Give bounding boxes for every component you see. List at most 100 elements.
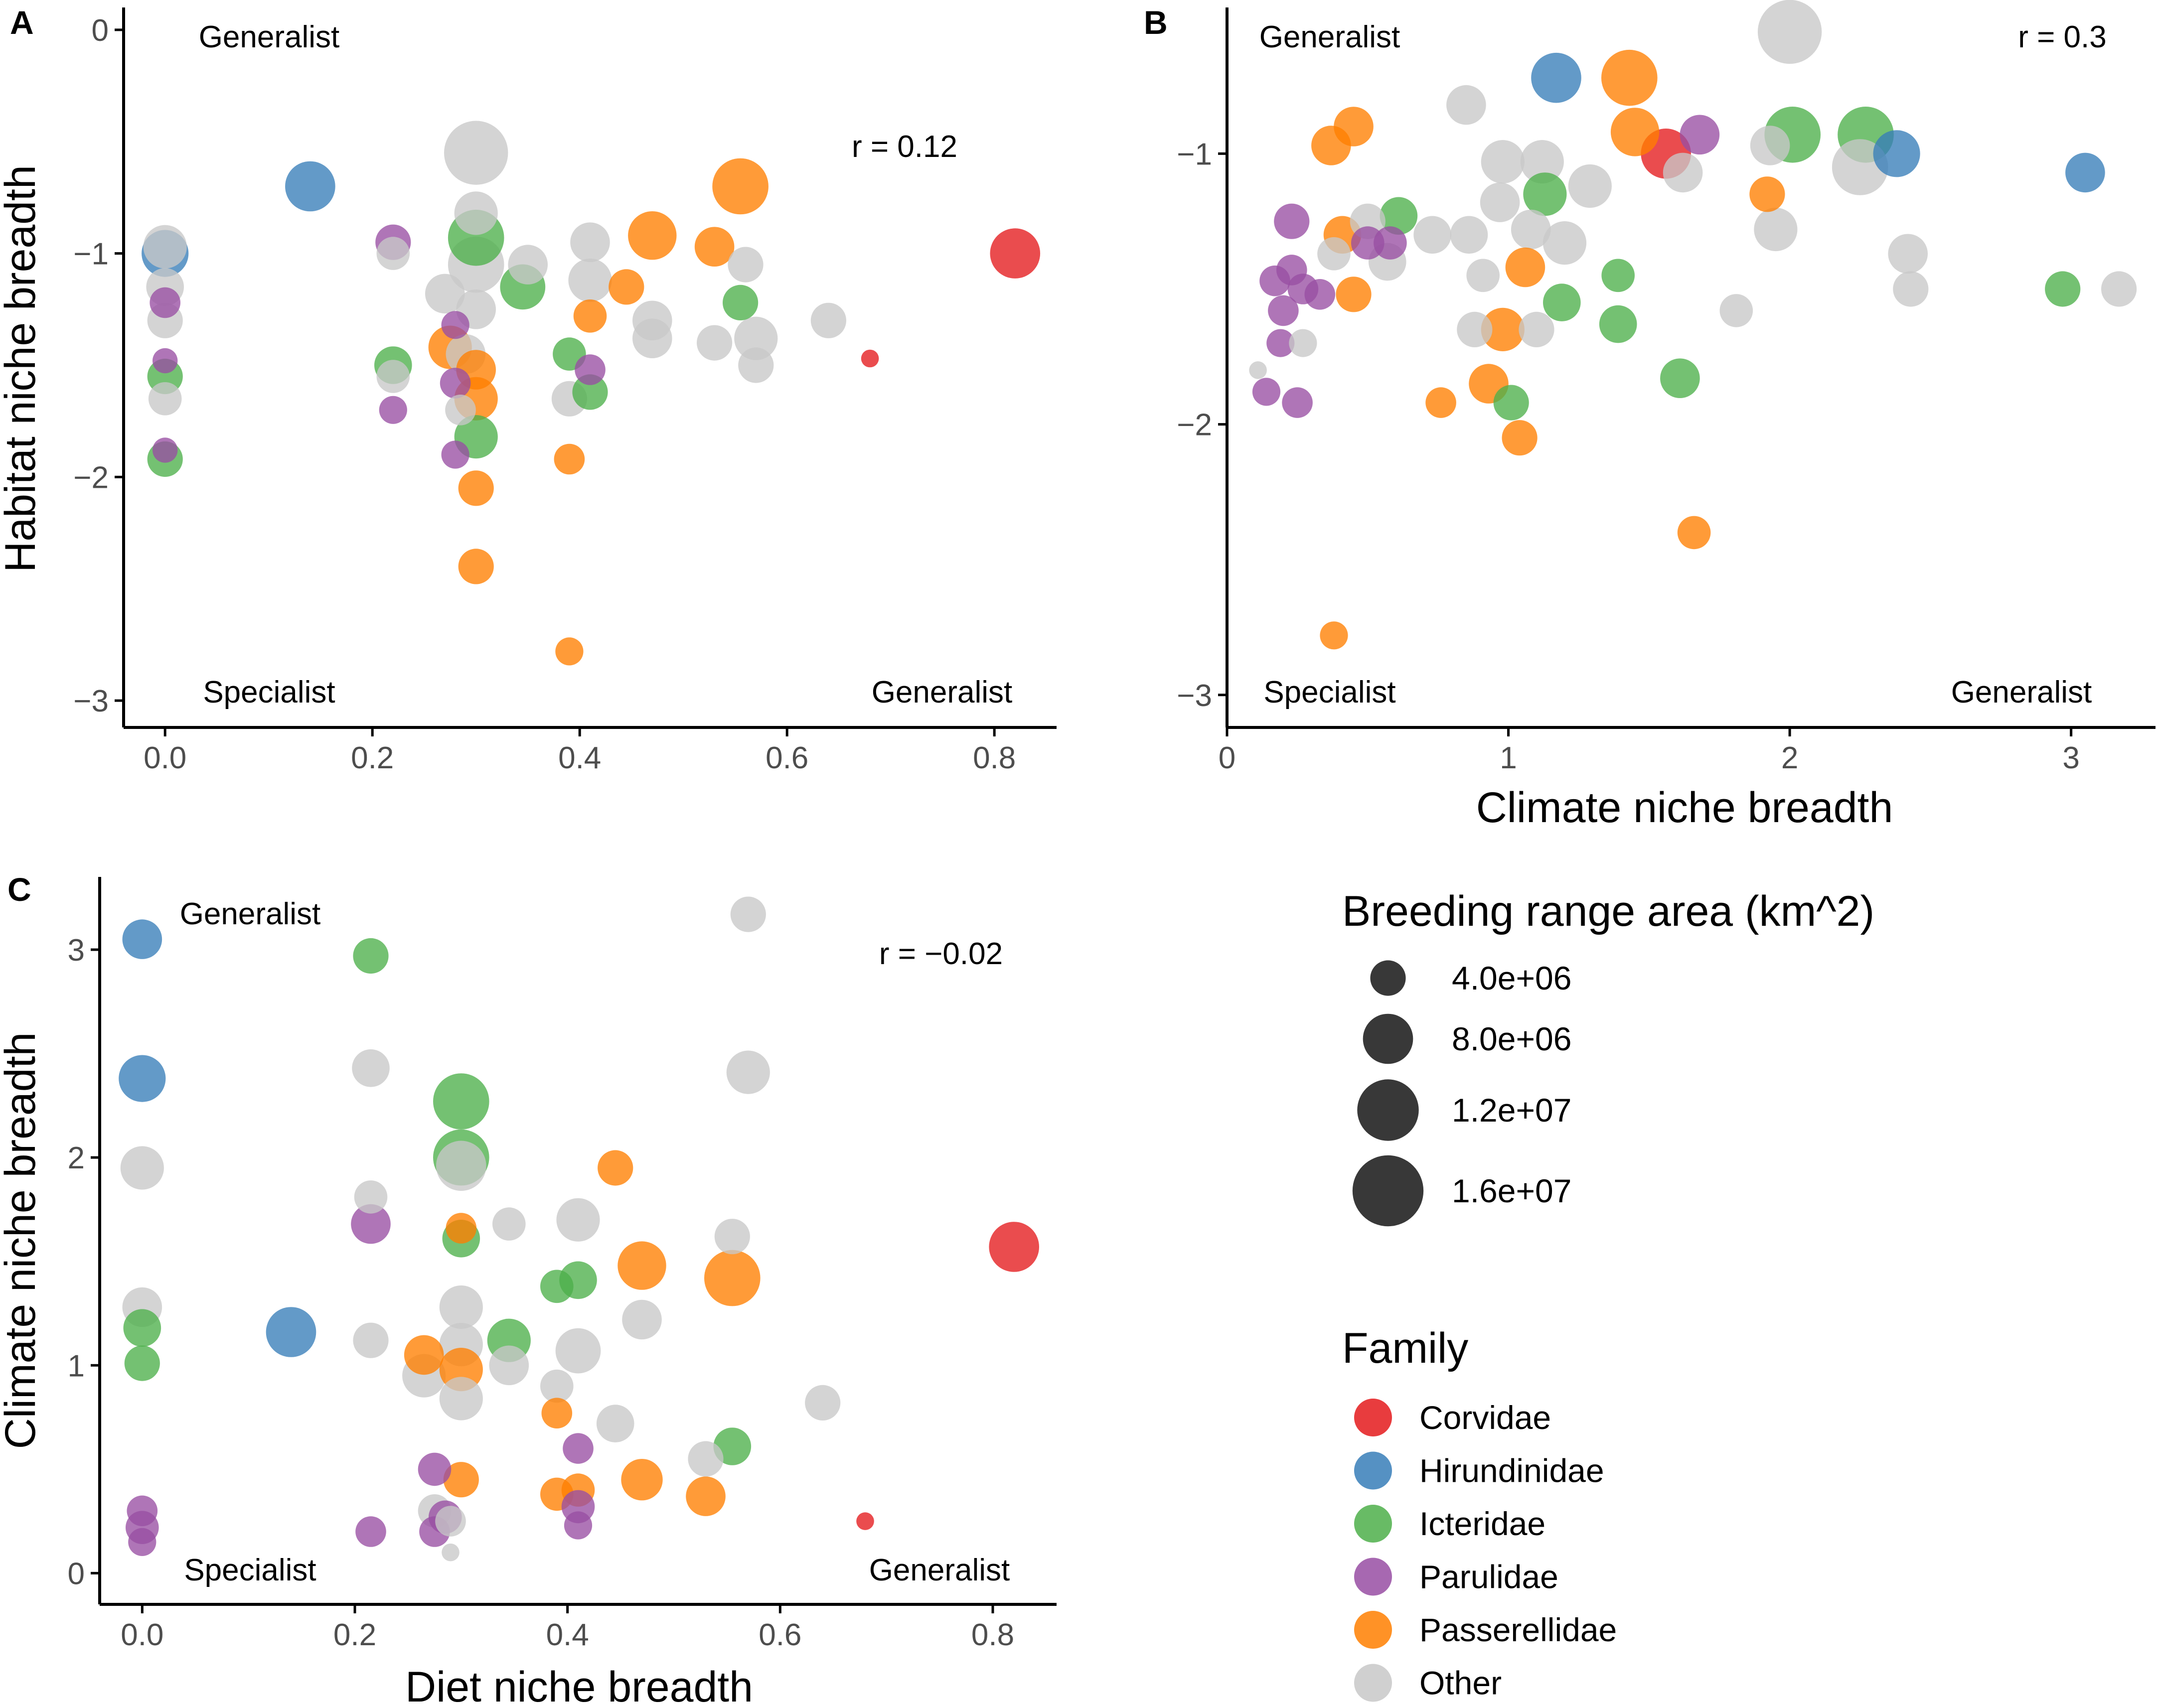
panel-b-point-hirundinidae [1873, 130, 1920, 177]
panel-b-point-other [1511, 209, 1551, 250]
panel-a-point-icteridae [723, 285, 759, 321]
panel-a-point-parulidae [150, 287, 181, 318]
panel-c-point-parulidae [127, 1495, 158, 1527]
panel-b-point-other [1480, 182, 1520, 222]
panel-c-corner-bottom-right: Generalist [869, 1553, 1010, 1587]
panel-c-point-passerellidae [704, 1250, 761, 1306]
panel-a-y-tick-label: 0 [92, 13, 109, 48]
panel-a-x-tick-label: 0.8 [973, 741, 1016, 775]
panel-b-point-parulidae [1304, 279, 1336, 310]
panel-b-x-tick-label: 2 [1781, 741, 1798, 775]
panel-b-y-tick-label: −3 [1177, 679, 1212, 713]
panel-a-corner-top-left: Generalist [199, 20, 340, 54]
panel-c-ylabel: Climate niche breadth [0, 1032, 44, 1449]
panel-c-point-parulidae [128, 1528, 156, 1556]
panel-b-point-parulidae [1274, 203, 1310, 239]
panel-b-point-parulidae [1252, 378, 1281, 406]
panel-b-y-tick-label: −1 [1177, 137, 1212, 171]
panel-b-point-other [1450, 216, 1488, 254]
panel-b-point-parulidae [1266, 329, 1295, 357]
panel-c-point-passerellidae [617, 1241, 666, 1290]
panel-c-correlation: r = −0.02 [879, 937, 1003, 971]
panel-b: B 0 1 2 3 −1 −2 −3 Climate niche breadth Gener… [1144, 0, 2156, 832]
panel-a-point-other [425, 274, 465, 314]
panel-c-point-other [492, 1207, 526, 1241]
panel-c-point-hirundinidae [119, 1055, 166, 1102]
panel-b-point-other [1754, 207, 1798, 252]
panel-c-y-tick-label: 2 [68, 1141, 85, 1175]
panel-c-x-tick-label: 0.4 [546, 1618, 589, 1652]
panel-a-y-tick-label: −1 [73, 237, 109, 272]
size-legend-title: Breeding range area (km^2) [1342, 887, 1874, 935]
family-legend-swatch-passerellidae [1354, 1611, 1392, 1649]
family-legend-title: Family [1342, 1324, 1468, 1372]
panel-b-point-icteridae [1380, 197, 1418, 235]
panel-b-point-other [1542, 221, 1587, 265]
size-legend-circle [1363, 1013, 1413, 1064]
panel-a-point-passerellidae [628, 211, 677, 260]
panel-a-point-parulidae [441, 311, 469, 339]
panel-c-x-tick-label: 0.2 [333, 1618, 376, 1652]
panel-a-point-other [376, 237, 410, 270]
panel-c-point-other [353, 1322, 389, 1358]
panel-a-point-passerellidae [458, 470, 494, 506]
panel-a-point-corvidae [990, 228, 1041, 279]
panel-c-point-other [714, 1219, 750, 1255]
panel-b-point-passerellidae [1677, 516, 1711, 550]
family-legend-swatch-hirundinidae [1354, 1451, 1392, 1490]
panel-b-point-icteridae [1493, 385, 1529, 421]
panel-a-point-other [148, 382, 182, 416]
panel-a-y-tick-label: −2 [73, 460, 109, 495]
size-legend-label: 1.2e+07 [1452, 1092, 1571, 1129]
panel-a-point-other [697, 325, 733, 361]
panel-b-point-other [1750, 126, 1790, 165]
panel-a-point-passerellidae [712, 158, 769, 215]
panel-a-point-other [445, 395, 476, 426]
panel-a-corner-bottom-right: Generalist [872, 675, 1013, 710]
panel-b-x-tick-label: 0 [1219, 741, 1235, 775]
panel-c-point-parulidae [355, 1516, 386, 1547]
panel-a-point-other [143, 225, 187, 269]
panel-a-correlation: r = 0.12 [852, 130, 957, 164]
panel-c-point-other [439, 1285, 483, 1329]
panel-b-point-icteridae [1660, 358, 1700, 398]
panel-b-point-other [1289, 329, 1317, 357]
size-legend-label: 8.0e+06 [1452, 1020, 1571, 1057]
panel-c-xlabel: Diet niche breadth [405, 1663, 753, 1708]
panel-a-point-passerellidae [573, 299, 607, 333]
panel-c-point-other [442, 1543, 460, 1562]
panel-b-point-icteridae [1601, 259, 1635, 292]
panel-c-corner-top-left: Generalist [180, 897, 321, 931]
panel-a-x-tick-label: 0.2 [351, 741, 394, 775]
panel-a-x-tick-label: 0.0 [144, 741, 186, 775]
panel-b-point-passerellidae [1749, 176, 1785, 212]
panel-a-point-passerellidae [609, 269, 644, 305]
panel-c-y-tick-label: 1 [68, 1349, 85, 1383]
panel-c-point-corvidae [856, 1512, 874, 1530]
panel-a-point-other [728, 247, 764, 283]
panel-c-point-hirundinidae [266, 1307, 316, 1357]
panel-c-point-passerellidae [404, 1335, 444, 1375]
panel-a-point-parulidae [440, 368, 471, 399]
panel-b-point-other [1519, 311, 1554, 348]
panel-c-x-tick-label: 0.0 [121, 1618, 163, 1652]
panel-b-point-passerellidae [1320, 621, 1348, 650]
panel-b-point-other [1757, 0, 1822, 64]
panel-c-point-other [489, 1345, 529, 1386]
panel-b-point-hirundinidae [2065, 152, 2105, 193]
panel-c-point-hirundinidae [122, 919, 162, 959]
panel-b-point-passerellidae [1481, 307, 1525, 352]
panel-b-x-tick-label: 1 [1500, 741, 1517, 775]
panel-a-point-parulidae [441, 440, 469, 469]
panel-b-corner-top-left: Generalist [1259, 20, 1400, 54]
panel-c-x-tick-label: 0.8 [971, 1618, 1014, 1652]
family-legend-label-parulidae: Parulidae [1419, 1559, 1558, 1595]
panel-a: A 0.0 0.2 0.4 0.6 0.8 0 −1 −2 −3 Habitat niche b… [0, 4, 1057, 775]
panel-a-point-parulidae [153, 348, 178, 374]
panel-c-point-other [540, 1369, 574, 1403]
panel-c: C 0.0 0.2 0.4 0.6 0.8 0 1 2 3 Diet niche breadth… [0, 871, 1057, 1708]
panel-a-point-other [734, 316, 778, 360]
panel-b-point-hirundinidae [1531, 52, 1581, 103]
panel-b-point-other [1249, 361, 1267, 379]
panel-c-y-tick-label: 3 [68, 933, 85, 968]
